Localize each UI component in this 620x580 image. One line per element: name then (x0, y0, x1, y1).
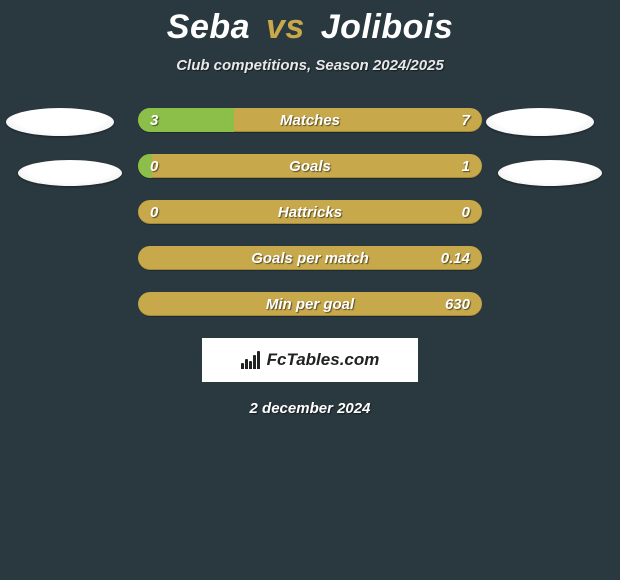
decorative-ellipse (486, 108, 594, 136)
stat-name: Matches (138, 108, 482, 132)
stat-bar-row: Min per goal630 (138, 292, 482, 316)
date-label: 2 december 2024 (0, 400, 620, 417)
player1-name: Seba (167, 8, 250, 46)
decorative-ellipse (6, 108, 114, 136)
page-title: Seba vs Jolibois (0, 0, 620, 47)
player2-name: Jolibois (321, 8, 453, 46)
stat-right-value: 0.14 (441, 246, 470, 270)
comparison-content: 3Matches70Goals10Hattricks0Goals per mat… (0, 108, 620, 417)
brand-text: FcTables.com (267, 350, 380, 370)
stat-bar-row: 0Hattricks0 (138, 200, 482, 224)
chart-icon (241, 351, 260, 369)
decorative-ellipse (18, 160, 122, 186)
stat-name: Hattricks (138, 200, 482, 224)
stat-right-value: 1 (462, 154, 470, 178)
stat-bar-row: Goals per match0.14 (138, 246, 482, 270)
decorative-ellipse (498, 160, 602, 186)
stat-name: Min per goal (138, 292, 482, 316)
stat-bars: 3Matches70Goals10Hattricks0Goals per mat… (138, 108, 482, 316)
brand-footer: FcTables.com (202, 338, 418, 382)
stat-right-value: 0 (462, 200, 470, 224)
subtitle: Club competitions, Season 2024/2025 (0, 57, 620, 74)
stat-bar-row: 3Matches7 (138, 108, 482, 132)
stat-name: Goals per match (138, 246, 482, 270)
stat-right-value: 7 (462, 108, 470, 132)
vs-label: vs (266, 8, 305, 46)
stat-bar-row: 0Goals1 (138, 154, 482, 178)
stat-name: Goals (138, 154, 482, 178)
stat-right-value: 630 (445, 292, 470, 316)
